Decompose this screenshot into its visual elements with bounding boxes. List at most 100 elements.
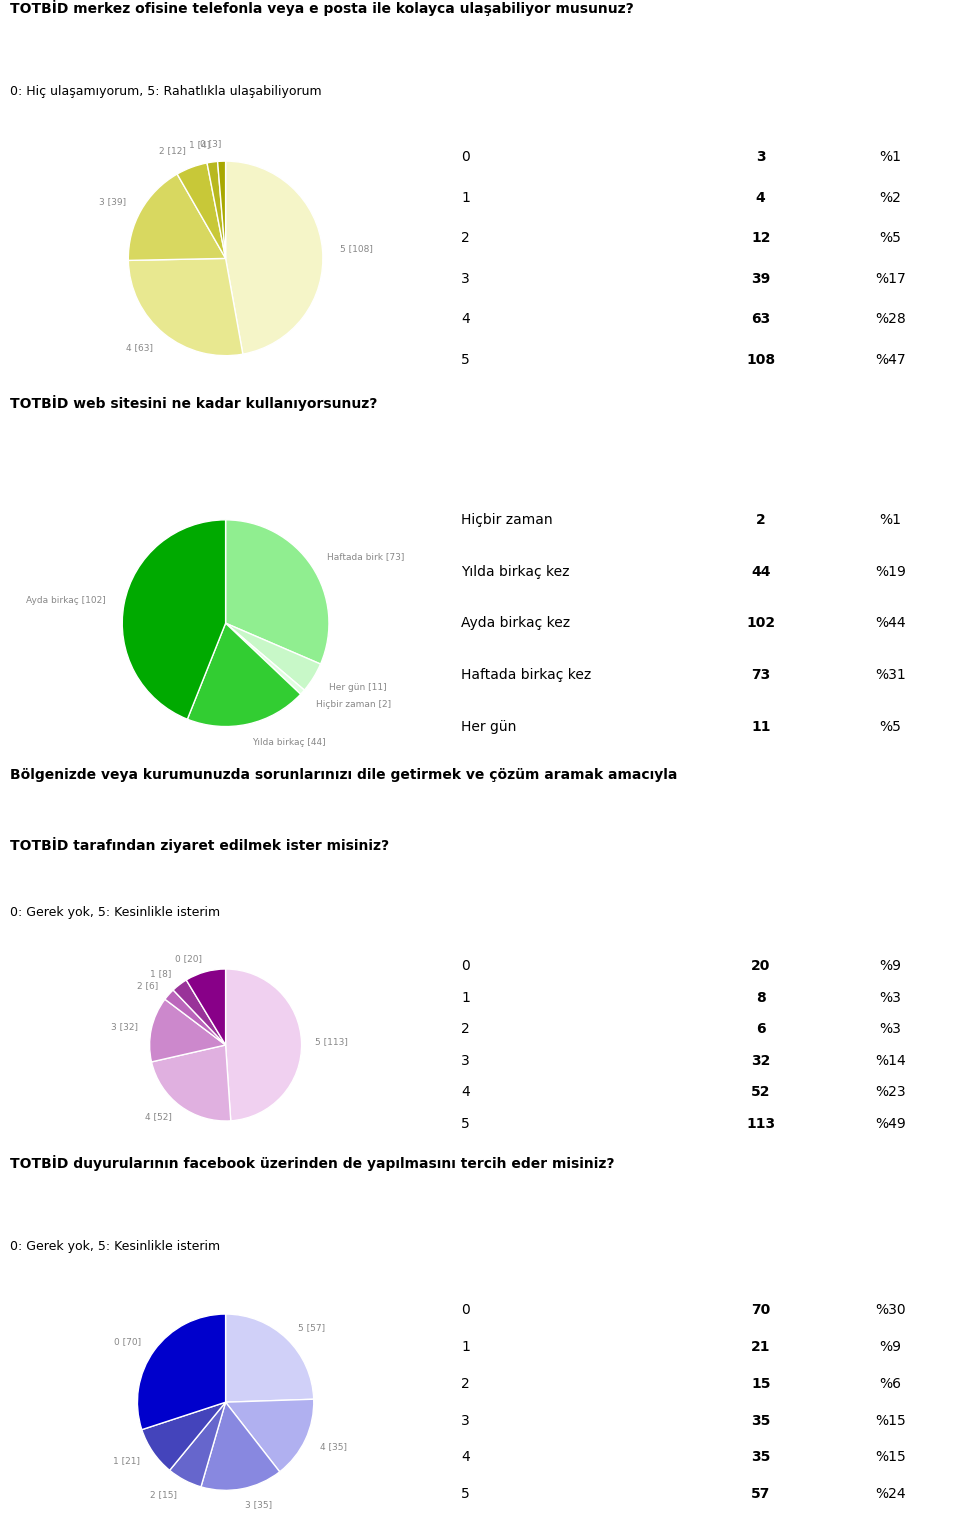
Text: 4: 4: [461, 1450, 470, 1464]
Text: %49: %49: [876, 1117, 906, 1131]
Text: 4 [35]: 4 [35]: [320, 1442, 347, 1452]
Text: 2: 2: [461, 1377, 470, 1391]
Text: 4 [52]: 4 [52]: [145, 1113, 172, 1122]
Text: 3: 3: [461, 272, 470, 286]
Text: 108: 108: [746, 353, 776, 366]
Wedge shape: [226, 623, 321, 690]
Text: Ayda birkaç [102]: Ayda birkaç [102]: [26, 596, 106, 605]
Text: Ayda birkaç kez: Ayda birkaç kez: [461, 616, 570, 631]
Text: 4: 4: [461, 1085, 470, 1099]
Text: 4: 4: [461, 312, 470, 327]
Text: 0 [70]: 0 [70]: [114, 1336, 141, 1345]
Text: 63: 63: [751, 312, 770, 327]
Wedge shape: [178, 163, 226, 258]
Text: %6: %6: [879, 1377, 901, 1391]
Text: 5 [108]: 5 [108]: [340, 243, 372, 252]
Text: 0 [20]: 0 [20]: [175, 955, 202, 964]
Text: Haftada birkaç kez: Haftada birkaç kez: [461, 667, 591, 682]
Text: 57: 57: [751, 1487, 770, 1502]
Text: %3: %3: [879, 991, 901, 1005]
Wedge shape: [226, 1400, 314, 1471]
Text: %15: %15: [876, 1450, 906, 1464]
Text: 73: 73: [751, 667, 770, 682]
Text: %15: %15: [876, 1414, 906, 1427]
Text: %1: %1: [879, 150, 901, 164]
Text: 35: 35: [751, 1414, 770, 1427]
Text: %9: %9: [879, 1341, 901, 1354]
Text: Hiçbir zaman [2]: Hiçbir zaman [2]: [317, 701, 392, 710]
Text: 52: 52: [751, 1085, 771, 1099]
Text: 21: 21: [751, 1341, 771, 1354]
Text: %28: %28: [876, 312, 906, 327]
Text: TOTBİD tarafından ziyaret edilmek ister misiniz?: TOTBİD tarafından ziyaret edilmek ister …: [10, 838, 389, 853]
Text: 1 [4]: 1 [4]: [189, 140, 210, 149]
Text: 2: 2: [756, 512, 765, 527]
Wedge shape: [207, 161, 226, 258]
Wedge shape: [150, 999, 226, 1062]
Text: 0: Gerek yok, 5: Kesinlikle isterim: 0: Gerek yok, 5: Kesinlikle isterim: [10, 906, 220, 920]
Text: 2 [15]: 2 [15]: [150, 1490, 177, 1499]
Text: 4: 4: [756, 190, 765, 205]
Text: 15: 15: [751, 1377, 771, 1391]
Text: 3: 3: [461, 1414, 470, 1427]
Text: 0: Gerek yok, 5: Kesinlikle isterim: 0: Gerek yok, 5: Kesinlikle isterim: [10, 1240, 220, 1252]
Text: TOTBİD duyurularının facebook üzerinden de yapılmasını tercih eder misiniz?: TOTBİD duyurularının facebook üzerinden …: [10, 1155, 614, 1172]
Wedge shape: [137, 1313, 226, 1430]
Text: 3: 3: [756, 150, 765, 164]
Text: 20: 20: [751, 959, 770, 973]
Text: 113: 113: [746, 1117, 776, 1131]
Wedge shape: [173, 980, 226, 1046]
Text: 0: Hiç ulaşamıyorum, 5: Rahatlıkla ulaşabiliyorum: 0: Hiç ulaşamıyorum, 5: Rahatlıkla ulaşa…: [10, 85, 322, 97]
Wedge shape: [201, 1401, 279, 1490]
Text: 0: 0: [461, 959, 470, 973]
Text: %9: %9: [879, 959, 901, 973]
Text: 1: 1: [461, 991, 470, 1005]
Wedge shape: [226, 970, 301, 1120]
Text: %23: %23: [876, 1085, 906, 1099]
Text: 5 [57]: 5 [57]: [298, 1322, 325, 1332]
Text: 3 [39]: 3 [39]: [99, 198, 126, 207]
Text: 8: 8: [756, 991, 765, 1005]
Text: 5: 5: [461, 1487, 470, 1502]
Text: 3 [32]: 3 [32]: [111, 1021, 138, 1031]
Wedge shape: [129, 258, 243, 356]
Text: 0 [3]: 0 [3]: [200, 140, 221, 149]
Text: 2: 2: [461, 1021, 470, 1037]
Wedge shape: [142, 1401, 226, 1470]
Text: 2 [12]: 2 [12]: [158, 146, 185, 155]
Text: Bölgenizde veya kurumunuzda sorunlarınızı dile getirmek ve çözüm aramak amacıyla: Bölgenizde veya kurumunuzda sorunlarınız…: [10, 768, 677, 781]
Text: 102: 102: [746, 616, 776, 631]
Text: 0: 0: [461, 1303, 470, 1318]
Text: 35: 35: [751, 1450, 770, 1464]
Text: %14: %14: [876, 1053, 906, 1069]
Text: %5: %5: [879, 719, 901, 734]
Text: Hiçbir zaman: Hiçbir zaman: [461, 512, 553, 527]
Text: Haftada birk [73]: Haftada birk [73]: [327, 552, 405, 561]
Wedge shape: [218, 161, 226, 258]
Wedge shape: [226, 1313, 314, 1401]
Wedge shape: [170, 1401, 226, 1487]
Text: %2: %2: [879, 190, 901, 205]
Text: %30: %30: [876, 1303, 906, 1318]
Text: 4 [63]: 4 [63]: [126, 342, 153, 351]
Wedge shape: [129, 175, 226, 260]
Text: Yılda birkaç kez: Yılda birkaç kez: [461, 564, 569, 579]
Text: %3: %3: [879, 1021, 901, 1037]
Text: 44: 44: [751, 564, 771, 579]
Text: 11: 11: [751, 719, 771, 734]
Text: %47: %47: [876, 353, 906, 366]
Wedge shape: [152, 1046, 230, 1120]
Text: 12: 12: [751, 231, 771, 245]
Text: 2: 2: [461, 231, 470, 245]
Text: 32: 32: [751, 1053, 770, 1069]
Wedge shape: [186, 970, 226, 1046]
Text: %31: %31: [876, 667, 906, 682]
Wedge shape: [165, 990, 226, 1046]
Wedge shape: [226, 161, 323, 354]
Text: %19: %19: [876, 564, 906, 579]
Text: 3 [35]: 3 [35]: [245, 1500, 273, 1509]
Text: 1 [8]: 1 [8]: [150, 970, 171, 979]
Text: 1: 1: [461, 190, 470, 205]
Wedge shape: [187, 623, 300, 727]
Wedge shape: [226, 520, 329, 664]
